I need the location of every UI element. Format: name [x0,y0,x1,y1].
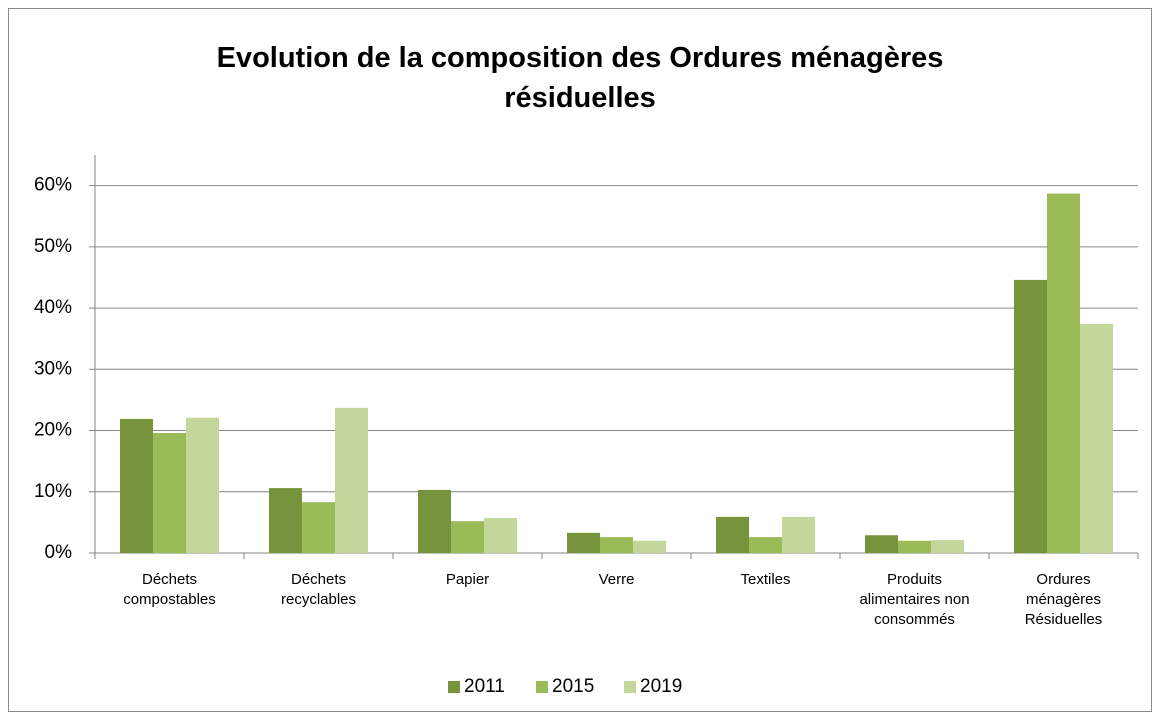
x-tick-label: Verre [598,571,635,588]
y-tick-label: 60% [34,175,72,196]
legend-label: 2015 [552,676,594,697]
bar [302,502,335,553]
bar [716,516,749,553]
bar [898,540,931,553]
bar [120,418,153,553]
x-tick-label: Ordures ménagères Résiduelles [1024,571,1103,628]
bar [931,540,964,553]
x-tick-label: Déchets compostables [123,571,216,608]
bar [600,537,633,553]
bar [418,489,451,553]
bar [1047,193,1080,553]
bar [451,521,484,553]
chart-title: Evolution de la composition des Ordures … [216,42,944,114]
legend-swatch [536,681,548,693]
x-tick-label: Produits alimentaires non consommés [859,571,970,628]
x-tick-label: Papier [445,571,490,588]
y-tick-label: 10% [34,481,72,502]
bar [1014,279,1047,553]
chart-border [8,8,1152,712]
bar [749,537,782,553]
bar [567,532,600,553]
bar [335,407,368,553]
legend-label: 2019 [640,676,682,697]
bar [1080,323,1113,553]
y-tick-label: 20% [34,420,72,441]
bar [153,432,186,553]
legend-label: 2011 [464,676,505,697]
x-tick-label: Textiles [740,571,791,588]
bar [484,518,517,553]
bar [186,417,219,553]
legend-swatch [448,681,460,693]
y-tick-label: 50% [34,236,72,257]
bar [269,488,302,553]
bar [782,516,815,553]
legend-swatch [624,681,636,693]
bar [633,540,666,553]
y-tick-label: 0% [45,542,73,563]
y-tick-label: 30% [34,358,72,379]
y-tick-label: 40% [34,297,72,318]
bar [865,535,898,553]
x-tick-label: Déchets recyclables [280,571,357,608]
